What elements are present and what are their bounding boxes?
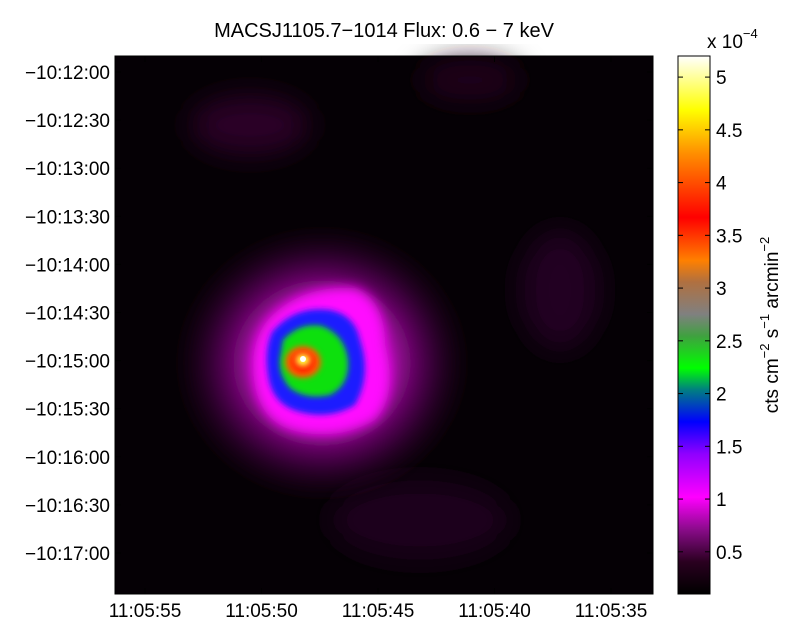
y-tick-label: −10:13:30 (25, 207, 110, 228)
y-tick-label: −10:14:30 (25, 304, 110, 325)
y-tick-label: −10:13:00 (25, 159, 110, 180)
colorbar-label-exp-2: −1 (757, 314, 772, 329)
y-tick-label: −10:16:30 (25, 496, 110, 517)
colorbar-label: cts cm−2 s−1 arcmin−2 (757, 237, 783, 413)
x-tick-label: 11:05:55 (109, 601, 182, 622)
colorbar-tick-label: 1 (716, 490, 727, 511)
colorbar-label-exp-3: −2 (757, 237, 772, 252)
y-tick-label: −10:12:00 (25, 63, 110, 84)
x-tick-label: 11:05:45 (342, 601, 415, 622)
colorbar-tick-label: 3.5 (716, 226, 742, 247)
faint-emission-2 (520, 230, 600, 350)
colorbar-multiplier: x 10−4 (707, 26, 758, 53)
plot-frame (114, 55, 654, 595)
y-tick-label: −10:15:00 (25, 352, 110, 373)
colorbar-label-unit-1: cts cm (762, 358, 783, 413)
colorbar-tick-label: 3 (716, 279, 727, 300)
x-tick-label: 11:05:40 (458, 601, 531, 622)
faint-emission-1 (190, 95, 310, 155)
axes: 11:05:55 11:05:50 11:05:45 11:05:40 11:05:35… (25, 55, 654, 622)
colorbar (677, 55, 711, 595)
colorbar-multiplier-base: x 10 (707, 32, 743, 53)
y-tick-label: −10:16:00 (25, 448, 110, 469)
svg-text:cts cm−2 s−1 arcmin−2: cts cm−2 s−1 arcmin−2 (757, 237, 783, 413)
heatmap-image (115, 56, 653, 594)
core-white (300, 356, 306, 362)
colorbar-tick-label: 2 (716, 385, 727, 406)
chart-title: MACSJ1105.7−1014 Flux: 0.6 − 7 keV (214, 20, 554, 42)
y-tick-label: −10:17:00 (25, 544, 110, 565)
colorbar-ticks: 5 4.5 4 3.5 3 2.5 2 1.5 1 0.5 (678, 68, 742, 564)
svg-text:x 10−4: x 10−4 (707, 26, 758, 53)
colorbar-label-exp-1: −2 (757, 344, 772, 359)
colorbar-tick-label: 4.5 (716, 121, 742, 142)
x-tick-label: 11:05:35 (575, 601, 648, 622)
faint-emission-4 (330, 480, 510, 560)
y-tick-label: −10:12:30 (25, 111, 110, 132)
colorbar-tick-label: 4 (716, 174, 727, 195)
colorbar-multiplier-exponent: −4 (743, 26, 758, 41)
colorbar-label-unit-2: s (762, 329, 783, 344)
colorbar-tick-label: 2.5 (716, 332, 742, 353)
x-tick-label: 11:05:50 (225, 601, 298, 622)
colorbar-tick-label: 5 (716, 68, 727, 89)
colorbar-tick-label: 1.5 (716, 437, 742, 458)
y-tick-label: −10:15:30 (25, 400, 110, 421)
y-tick-label: −10:14:00 (25, 255, 110, 276)
colorbar-label-unit-3: arcmin (762, 252, 783, 314)
faint-emission-3 (420, 60, 520, 100)
colorbar-tick-label: 0.5 (716, 543, 742, 564)
